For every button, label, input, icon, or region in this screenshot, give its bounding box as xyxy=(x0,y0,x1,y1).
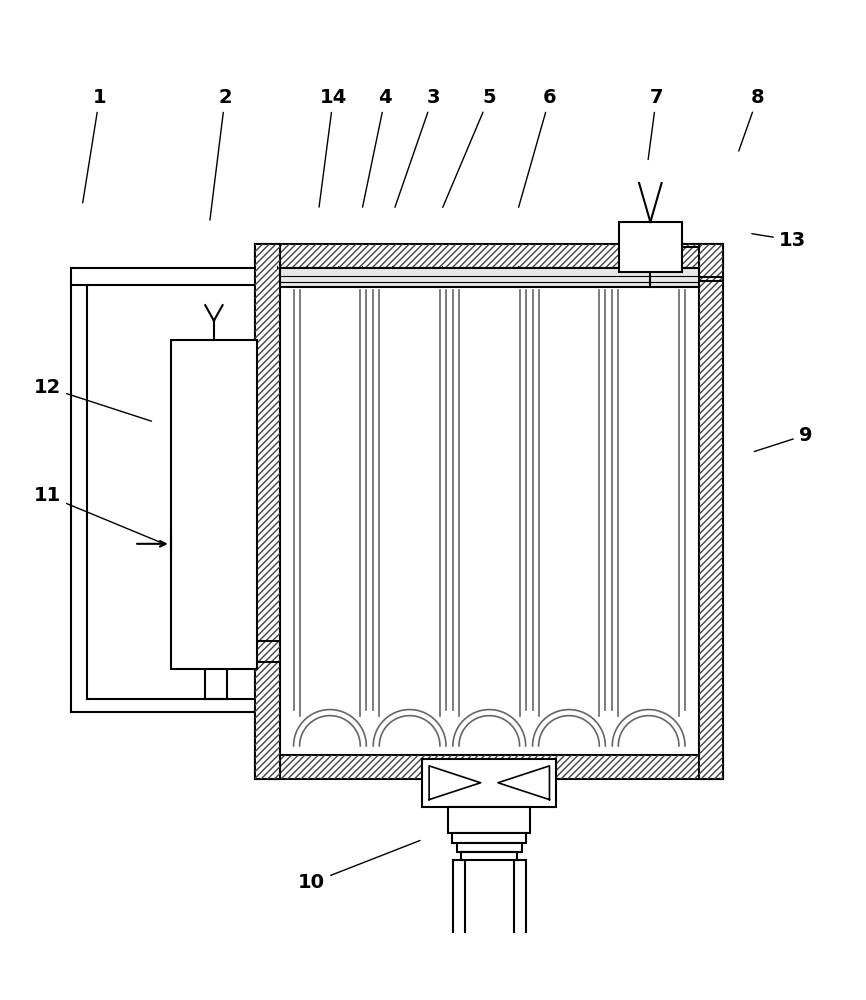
Bar xyxy=(255,755,723,779)
Text: 3: 3 xyxy=(395,88,440,207)
Text: 10: 10 xyxy=(298,840,420,892)
Bar xyxy=(255,244,723,268)
Bar xyxy=(699,244,723,779)
Text: 8: 8 xyxy=(739,88,765,151)
Bar xyxy=(453,833,527,843)
Text: 12: 12 xyxy=(34,378,152,421)
Text: 13: 13 xyxy=(752,231,806,250)
Text: 14: 14 xyxy=(319,88,347,207)
Text: 6: 6 xyxy=(519,88,557,207)
Bar xyxy=(699,244,723,779)
Text: 9: 9 xyxy=(754,426,812,452)
Text: 4: 4 xyxy=(363,88,392,207)
Bar xyxy=(449,807,530,833)
Bar xyxy=(462,852,518,860)
Bar xyxy=(255,244,723,268)
Bar xyxy=(171,340,257,669)
Text: 2: 2 xyxy=(210,88,232,220)
Bar xyxy=(423,759,556,807)
Text: 1: 1 xyxy=(83,88,107,203)
Bar xyxy=(619,222,682,272)
Bar xyxy=(280,268,699,755)
Bar xyxy=(255,244,280,779)
Bar xyxy=(457,843,521,852)
Bar xyxy=(255,755,723,779)
Bar xyxy=(280,268,699,287)
Text: 11: 11 xyxy=(34,486,160,542)
Bar xyxy=(255,244,280,779)
Text: 7: 7 xyxy=(648,88,663,160)
Text: 5: 5 xyxy=(443,88,496,207)
